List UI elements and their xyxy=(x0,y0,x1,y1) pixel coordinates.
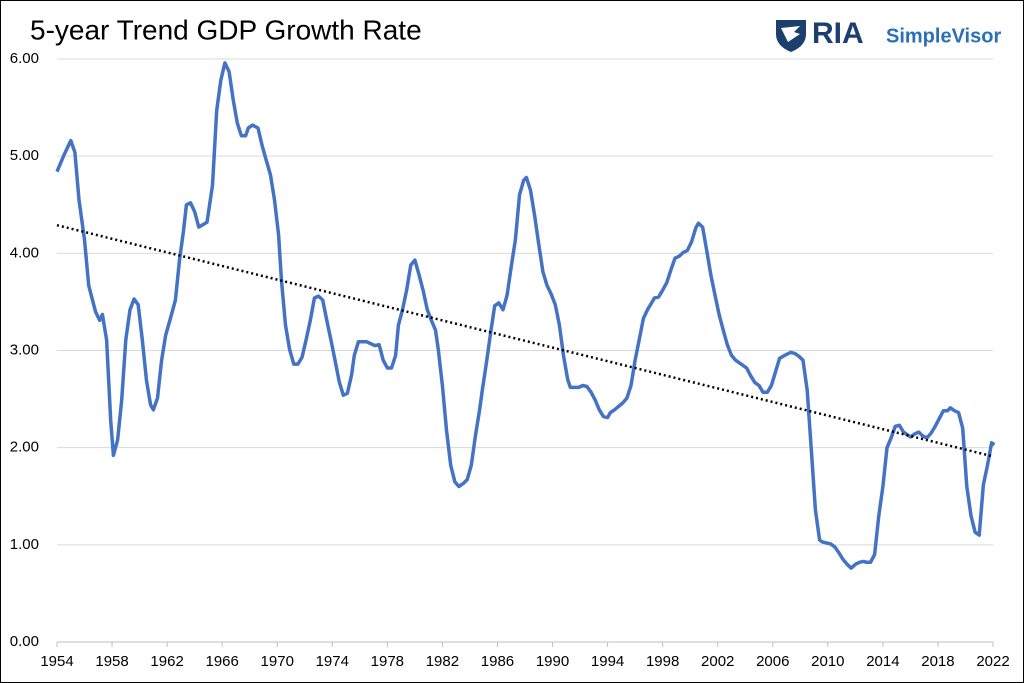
data-line xyxy=(55,61,996,570)
x-tick-label: 1998 xyxy=(646,653,679,670)
x-tick-label: 1962 xyxy=(150,653,183,670)
x-tick-label: 1990 xyxy=(536,653,569,670)
x-tick-label: 1966 xyxy=(205,653,238,670)
x-tick-label: 1982 xyxy=(426,653,459,670)
logo-brand: RIA xyxy=(812,17,864,50)
logo-eagle xyxy=(781,26,800,42)
x-tick-label: 2014 xyxy=(866,653,899,670)
trend-line xyxy=(56,223,994,458)
y-tick-label: 0.00 xyxy=(10,633,39,650)
x-tick-label: 1978 xyxy=(371,653,404,670)
y-tick-label: 2.00 xyxy=(10,439,39,456)
x-tick-label: 1970 xyxy=(261,653,294,670)
x-tick-label: 2002 xyxy=(701,653,734,670)
y-tick-label: 4.00 xyxy=(10,244,39,261)
y-tick-label: 1.00 xyxy=(10,536,39,553)
x-tick-label: 2006 xyxy=(756,653,789,670)
x-tick-label: 2018 xyxy=(921,653,954,670)
x-tick-label: 2010 xyxy=(811,653,844,670)
x-tick-label: 1958 xyxy=(95,653,128,670)
x-tick-label: 2022 xyxy=(976,653,1009,670)
chart-title: 5-year Trend GDP Growth Rate xyxy=(30,14,422,45)
x-tick-label: 1954 xyxy=(40,653,73,670)
x-tick-label: 1986 xyxy=(481,653,514,670)
x-tick-label: 1974 xyxy=(316,653,349,670)
y-tick-label: 3.00 xyxy=(10,341,39,358)
x-tick-label: 1994 xyxy=(591,653,624,670)
y-tick-label: 6.00 xyxy=(10,50,39,67)
y-tick-label: 5.00 xyxy=(10,147,39,164)
logo-product: SimpleVisor xyxy=(886,25,1001,47)
logo: RIA SimpleVisor xyxy=(776,17,1001,52)
